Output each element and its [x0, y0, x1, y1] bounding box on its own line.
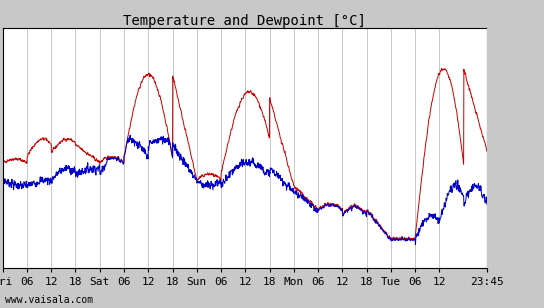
Text: Temperature and Dewpoint [°C]: Temperature and Dewpoint [°C] — [123, 14, 366, 28]
Text: www.vaisala.com: www.vaisala.com — [5, 295, 94, 305]
